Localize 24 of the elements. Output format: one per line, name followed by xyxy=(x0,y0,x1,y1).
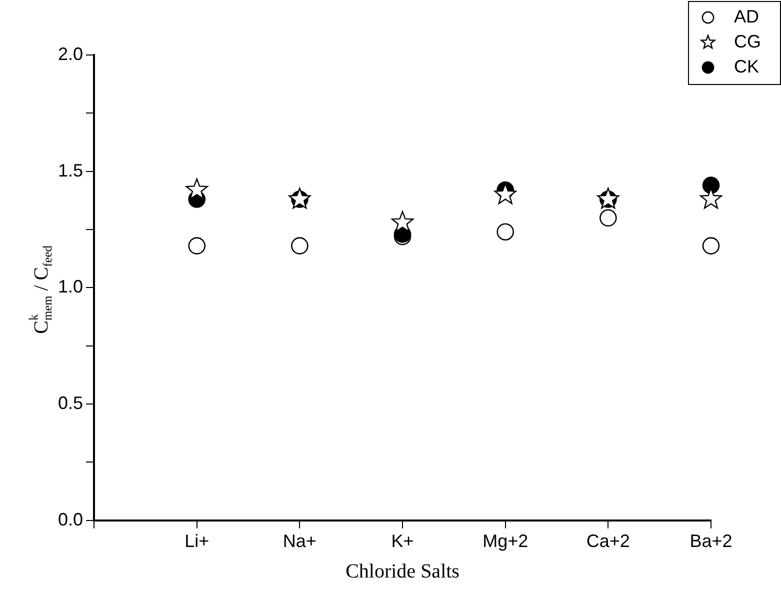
x-axis-title: Chloride Salts xyxy=(346,560,460,582)
legend-label: AD xyxy=(734,6,760,26)
y-tick-label: 0.0 xyxy=(58,509,84,530)
y-axis-title: Ckmem / Cfeed xyxy=(26,244,54,334)
x-tick-label: Ba+2 xyxy=(690,531,732,552)
point xyxy=(496,223,514,240)
legend-label: CG xyxy=(734,31,761,52)
x-tick-label: Li+ xyxy=(184,531,210,552)
y-tick-label: 1.0 xyxy=(58,276,84,297)
point xyxy=(600,209,617,227)
point xyxy=(391,210,414,232)
legend-label: CK xyxy=(734,56,760,76)
point xyxy=(702,176,720,194)
point xyxy=(188,237,206,254)
x-tick-label: K+ xyxy=(391,531,414,552)
y-tick-label: 0.5 xyxy=(58,393,84,414)
x-tick-label: Ca+2 xyxy=(586,531,630,552)
point xyxy=(291,237,308,254)
y-tick-label: 2.0 xyxy=(58,44,84,64)
x-tick-label: Na+ xyxy=(282,531,316,552)
point xyxy=(702,237,720,254)
y-tick-label: 1.5 xyxy=(58,160,84,180)
x-tick-label: Mg+2 xyxy=(482,531,528,552)
point xyxy=(186,178,208,200)
